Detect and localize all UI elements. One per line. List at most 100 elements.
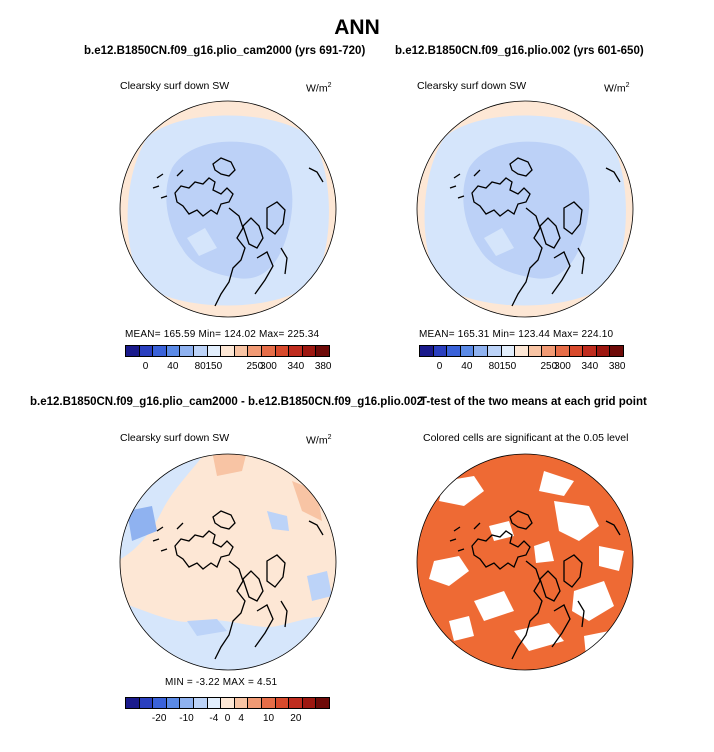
panel-1-colorbar-ticks: 0 40 80 150 250 300 340 380: [125, 361, 332, 375]
colorbar-swatch: [139, 346, 154, 356]
panel-3-colorbar-ticks: -20 -10 -4 0 4 10 20: [125, 713, 330, 727]
colorbar-tick-label: 0: [142, 361, 149, 372]
colorbar-tick-label: 80: [194, 361, 206, 372]
colorbar-swatch: [460, 346, 475, 356]
colorbar-tick-label: 80: [488, 361, 500, 372]
panel-4-title: T-test of the two means at each grid poi…: [420, 396, 647, 408]
colorbar-tick-label: 380: [314, 361, 332, 372]
colorbar-swatch: [153, 346, 167, 356]
colorbar-swatch: [501, 346, 516, 356]
colorbar-swatch: [193, 698, 208, 708]
panel-1-polar-map: [119, 100, 337, 318]
colorbar-swatch: [221, 346, 235, 356]
panel-3-coastlines: [152, 510, 324, 660]
colorbar-swatch: [261, 346, 276, 356]
colorbar-tick-label: 340: [581, 361, 599, 372]
colorbar-swatch: [433, 346, 448, 356]
colorbar-swatch: [542, 346, 556, 356]
colorbar-swatch: [207, 346, 222, 356]
colorbar-swatch: [515, 346, 529, 356]
colorbar-swatch: [126, 698, 140, 708]
panel-4-insignificant-cells: [429, 471, 624, 656]
colorbar-tick-label: 300: [260, 361, 277, 372]
panel-3-map-border: [119, 453, 337, 671]
colorbar-swatch: [610, 346, 623, 356]
colorbar-tick-label: 250: [540, 361, 558, 372]
colorbar-swatch: [420, 346, 434, 356]
colorbar-swatch: [316, 346, 329, 356]
colorbar-swatch: [316, 698, 329, 708]
colorbar-tick-label: 150: [499, 361, 517, 372]
colorbar-swatch: [153, 698, 167, 708]
colorbar-swatch: [275, 346, 290, 356]
colorbar-swatch: [487, 346, 502, 356]
panel-2-title: b.e12.B1850CN.f09_g16.plio.002 (yrs 601-…: [395, 45, 644, 57]
colorbar-swatch: [126, 346, 140, 356]
panel-3-variable-label: Clearsky surf down SW: [120, 432, 230, 444]
panel-2-variable-label: Clearsky surf down SW: [417, 80, 527, 92]
figure-title: ANN: [334, 16, 380, 39]
colorbar-tick-label: 0: [436, 361, 443, 372]
colorbar-tick-label: 340: [287, 361, 305, 372]
colorbar-tick-label: 40: [167, 361, 179, 372]
colorbar-tick-label: 20: [290, 713, 302, 724]
panel-1-variable-label: Clearsky surf down SW: [120, 80, 230, 92]
colorbar-swatch: [555, 346, 570, 356]
colorbar-swatch: [248, 698, 262, 708]
colorbar-swatch: [474, 346, 488, 356]
colorbar-swatch: [234, 346, 249, 356]
panel-1-stats: MEAN= 165.59 Min= 124.02 Max= 225.34: [125, 329, 320, 340]
colorbar-tick-label: 250: [246, 361, 264, 372]
colorbar-swatch: [302, 698, 317, 708]
colorbar-tick-label: -4: [209, 713, 219, 724]
colorbar-swatch: [261, 698, 276, 708]
colorbar-swatch: [289, 346, 303, 356]
colorbar-swatch: [275, 698, 290, 708]
colorbar-swatch: [248, 346, 262, 356]
panel-2-colorbar-ticks: 0 40 80 150 250 300 340 380: [419, 361, 626, 375]
panel-4-coastlines: [449, 510, 621, 660]
colorbar-swatch: [302, 346, 317, 356]
panel-3-title: b.e12.B1850CN.f09_g16.plio_cam2000 - b.e…: [30, 396, 424, 408]
panel-4-subtitle: Colored cells are significant at the 0.0…: [423, 432, 629, 444]
colorbar-swatch: [180, 698, 194, 708]
colorbar-swatch: [207, 698, 222, 708]
panel-2-map-border: [416, 100, 634, 318]
colorbar-tick-label: 0: [224, 713, 231, 724]
panel-1-units: W/m2: [306, 82, 332, 95]
colorbar-swatch: [583, 346, 597, 356]
colorbar-swatch: [289, 698, 303, 708]
colorbar-swatch: [166, 698, 181, 708]
colorbar-swatch: [569, 346, 584, 356]
colorbar-tick-label: -20: [151, 713, 167, 724]
panel-3-colorbar: [125, 697, 330, 709]
panel-2-polar-map: [416, 100, 634, 318]
colorbar-tick-label: 40: [461, 361, 473, 372]
panel-2-colorbar: [419, 345, 624, 357]
colorbar-swatch: [166, 346, 181, 356]
colorbar-tick-label: 4: [238, 713, 244, 724]
colorbar-tick-label: -10: [179, 713, 194, 724]
colorbar-tick-label: 10: [262, 713, 275, 724]
colorbar-swatch: [221, 698, 235, 708]
colorbar-swatch: [528, 346, 543, 356]
panel-1-coastlines: [152, 157, 324, 307]
panel-3-units: W/m2: [306, 434, 332, 447]
panel-4-map-border: [416, 453, 634, 671]
panel-3-polar-map: [119, 453, 337, 671]
panel-3-stats: MIN = -3.22 MAX = 4.51: [165, 677, 278, 688]
panel-1-title: b.e12.B1850CN.f09_g16.plio_cam2000 (yrs …: [84, 45, 366, 57]
colorbar-swatch: [180, 346, 194, 356]
colorbar-swatch: [447, 346, 461, 356]
colorbar-tick-label: 380: [608, 361, 626, 372]
colorbar-swatch: [193, 346, 208, 356]
panel-1-map-border: [119, 100, 337, 318]
panel-2-units: W/m2: [604, 82, 630, 95]
colorbar-swatch: [139, 698, 154, 708]
colorbar-tick-label: 300: [554, 361, 571, 372]
colorbar-swatch: [596, 346, 611, 356]
panel-1-colorbar: [125, 345, 330, 357]
colorbar-swatch: [234, 698, 249, 708]
panel-2-stats: MEAN= 165.31 Min= 123.44 Max= 224.10: [419, 329, 614, 340]
colorbar-tick-label: 150: [205, 361, 223, 372]
